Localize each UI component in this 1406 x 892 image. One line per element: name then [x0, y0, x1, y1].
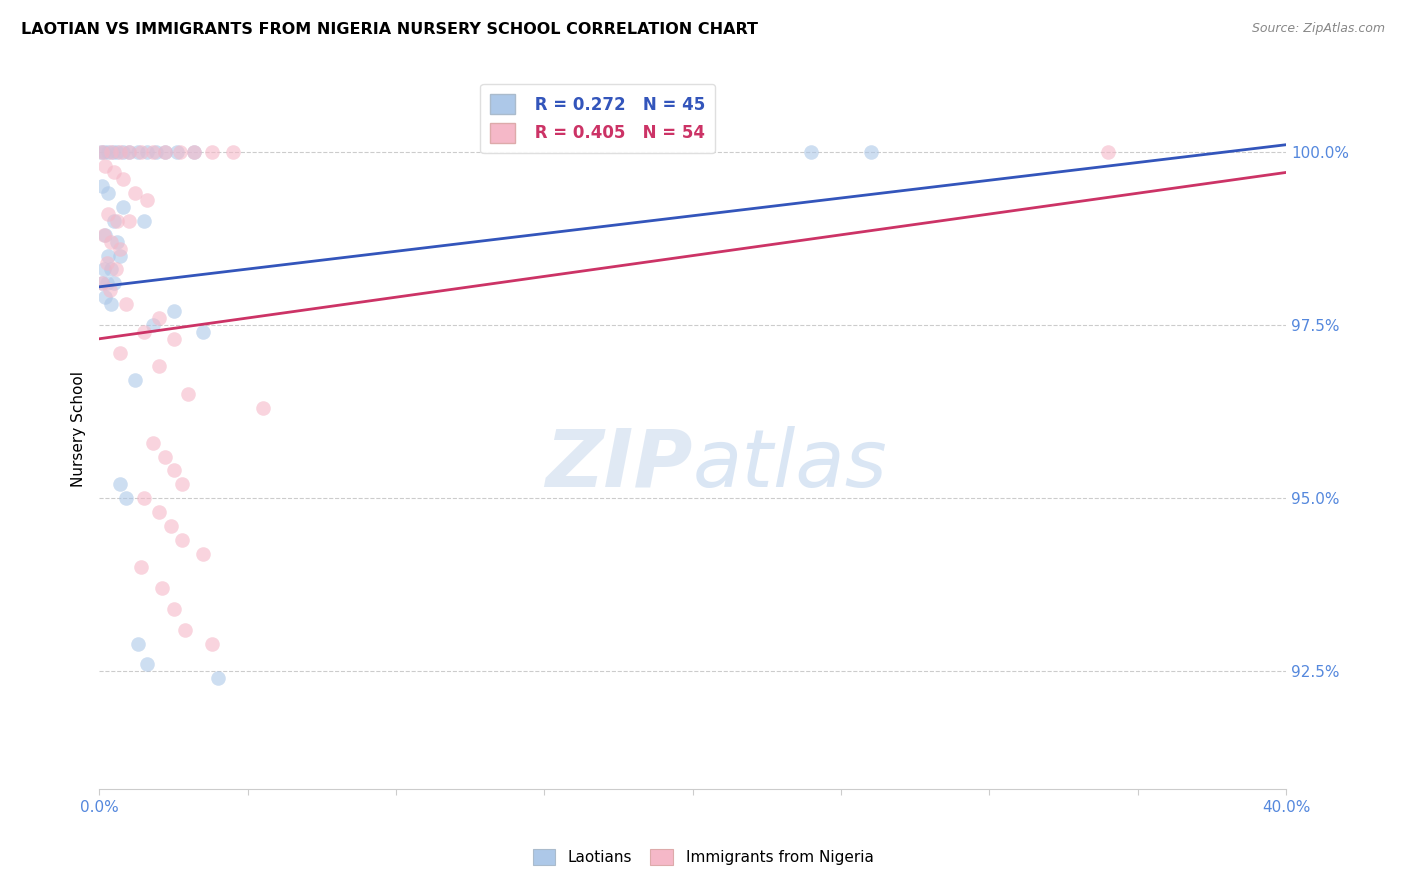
Point	[97, 249, 120, 263]
Point	[162, 463, 184, 477]
Point	[252, 401, 274, 415]
Point	[142, 435, 165, 450]
Point	[118, 214, 141, 228]
Point	[96, 255, 118, 269]
Point	[148, 505, 170, 519]
Point	[132, 214, 155, 228]
Point	[93, 262, 115, 277]
Point	[103, 214, 125, 228]
Point	[91, 145, 114, 159]
Point	[91, 277, 114, 291]
Point	[90, 145, 112, 159]
Point	[94, 290, 117, 304]
Point	[193, 547, 215, 561]
Point	[93, 145, 115, 159]
Point	[105, 145, 128, 159]
Point	[800, 145, 823, 159]
Legend: Laotians, Immigrants from Nigeria: Laotians, Immigrants from Nigeria	[526, 843, 880, 871]
Point	[132, 491, 155, 505]
Point	[96, 277, 118, 291]
Point	[103, 277, 125, 291]
Point	[172, 477, 194, 491]
Point	[127, 145, 149, 159]
Point	[108, 242, 131, 256]
Point	[142, 145, 165, 159]
Point	[183, 145, 205, 159]
Point	[193, 325, 215, 339]
Point	[127, 637, 149, 651]
Point	[153, 145, 176, 159]
Point	[100, 262, 122, 277]
Point	[94, 227, 117, 242]
Point	[201, 145, 224, 159]
Point	[1097, 145, 1119, 159]
Point	[177, 387, 200, 401]
Point	[153, 450, 176, 464]
Point	[108, 249, 131, 263]
Point	[112, 172, 135, 186]
Point	[108, 477, 131, 491]
Text: LAOTIAN VS IMMIGRANTS FROM NIGERIA NURSERY SCHOOL CORRELATION CHART: LAOTIAN VS IMMIGRANTS FROM NIGERIA NURSE…	[21, 22, 758, 37]
Point	[118, 145, 141, 159]
Point	[222, 145, 245, 159]
Point	[859, 145, 882, 159]
Point	[174, 623, 197, 637]
Point	[166, 145, 188, 159]
Point	[93, 227, 115, 242]
Point	[97, 186, 120, 201]
Point	[100, 235, 122, 249]
Point	[97, 207, 120, 221]
Point	[150, 581, 173, 595]
Legend:  R = 0.272   N = 45,  R = 0.405   N = 54: R = 0.272 N = 45, R = 0.405 N = 54	[481, 84, 716, 153]
Point	[97, 145, 120, 159]
Point	[162, 304, 184, 318]
Point	[108, 145, 131, 159]
Point	[118, 145, 141, 159]
Text: atlas: atlas	[693, 425, 887, 504]
Point	[148, 310, 170, 325]
Point	[142, 318, 165, 332]
Point	[115, 297, 138, 311]
Point	[91, 277, 114, 291]
Point	[148, 359, 170, 374]
Point	[101, 145, 124, 159]
Point	[172, 533, 194, 547]
Point	[124, 373, 146, 387]
Point	[100, 297, 122, 311]
Point	[115, 491, 138, 505]
Point	[112, 145, 135, 159]
Point	[105, 214, 128, 228]
Point	[162, 332, 184, 346]
Point	[129, 560, 152, 574]
Point	[145, 145, 167, 159]
Point	[103, 165, 125, 179]
Text: ZIP: ZIP	[546, 425, 693, 504]
Point	[112, 200, 135, 214]
Text: Source: ZipAtlas.com: Source: ZipAtlas.com	[1251, 22, 1385, 36]
Point	[135, 657, 157, 672]
Point	[98, 283, 121, 297]
Point	[169, 145, 191, 159]
Point	[207, 671, 229, 685]
Point	[201, 637, 224, 651]
Y-axis label: Nursery School: Nursery School	[72, 371, 86, 487]
Point	[162, 602, 184, 616]
Point	[124, 186, 146, 201]
Point	[100, 145, 122, 159]
Point	[129, 145, 152, 159]
Point	[132, 325, 155, 339]
Point	[94, 159, 117, 173]
Point	[135, 145, 157, 159]
Point	[135, 193, 157, 207]
Point	[159, 519, 181, 533]
Point	[105, 235, 128, 249]
Point	[104, 262, 127, 277]
Point	[183, 145, 205, 159]
Point	[91, 179, 114, 194]
Point	[153, 145, 176, 159]
Point	[108, 345, 131, 359]
